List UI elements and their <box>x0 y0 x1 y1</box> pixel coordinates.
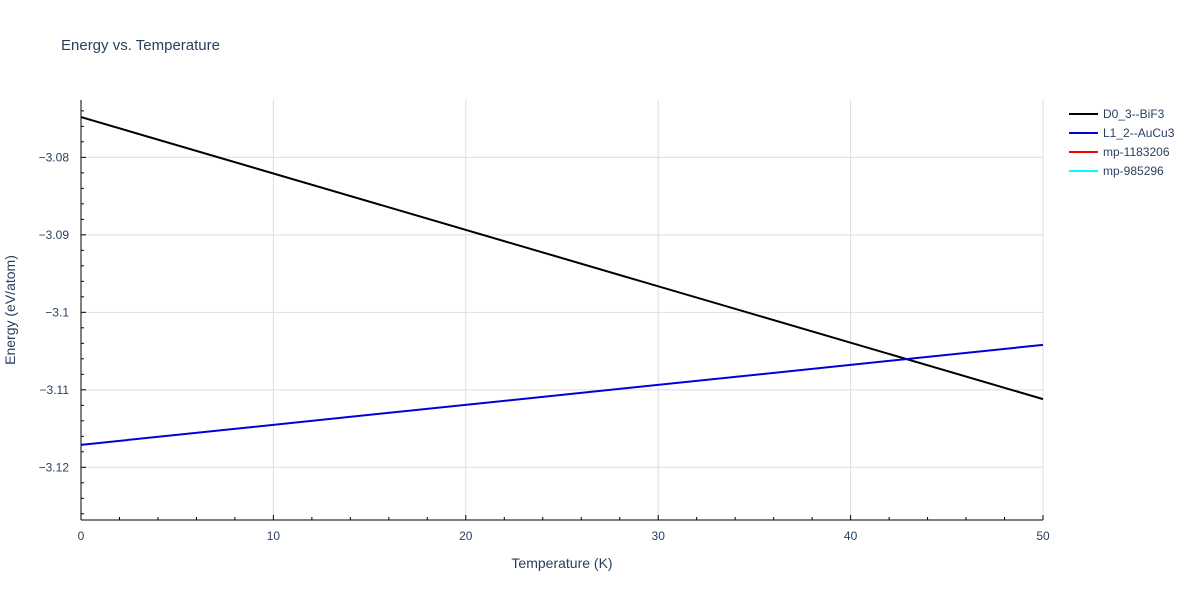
y-tick-label: −3.08 <box>39 150 70 164</box>
y-tick-label: −3.11 <box>40 383 70 397</box>
legend-item-2[interactable]: L1_2--AuCu3 <box>1069 126 1175 140</box>
y-tick-label: −3.09 <box>39 228 70 242</box>
legend-label: mp-985296 <box>1103 164 1164 178</box>
x-tick-label: 40 <box>844 529 858 543</box>
x-tick-label: 20 <box>459 529 473 543</box>
x-tick-label: 10 <box>267 529 281 543</box>
legend-label: mp-1183206 <box>1103 145 1170 159</box>
legend-item-1[interactable]: D0_3--BiF3 <box>1069 107 1165 121</box>
axes: 0 10 20 30 40 50 −3.08 −3.09 −3.1 −3.11 −3.12 <box>39 100 1050 543</box>
x-tick-label: 30 <box>652 529 666 543</box>
x-tick-label: 50 <box>1036 529 1050 543</box>
legend-label: D0_3--BiF3 <box>1103 107 1165 121</box>
series-lines <box>80 116 1044 446</box>
x-axis-title: Temperature (K) <box>511 555 612 571</box>
series-line-1 <box>80 116 1044 401</box>
chart-title: Energy vs. Temperature <box>61 37 220 54</box>
legend-item-4[interactable]: mp-985296 <box>1069 164 1164 178</box>
y-tick-label: −3.1 <box>45 305 69 319</box>
legend-item-3[interactable]: mp-1183206 <box>1069 145 1170 159</box>
legend-label: L1_2--AuCu3 <box>1103 126 1175 140</box>
grid <box>81 100 1044 520</box>
series-line-2 <box>80 343 1044 446</box>
y-tick-label: −3.12 <box>39 460 70 474</box>
x-tick-label: 0 <box>78 529 85 543</box>
y-axis-title: Energy (eV/atom) <box>2 255 18 365</box>
legend[interactable]: D0_3--BiF3 L1_2--AuCu3 mp-1183206 mp-985296 <box>1069 107 1175 178</box>
